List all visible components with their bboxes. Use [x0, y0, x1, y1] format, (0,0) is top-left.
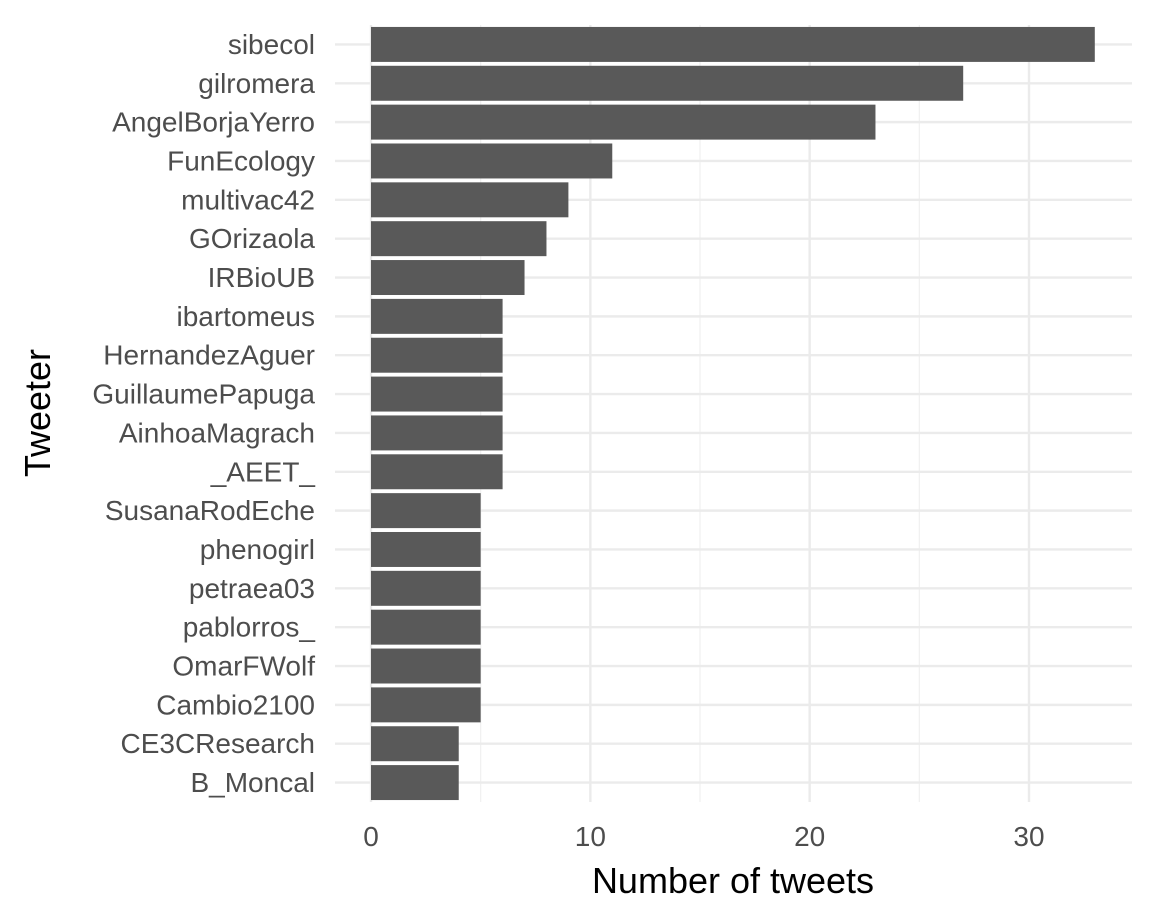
bar-FunEcology [371, 143, 613, 179]
y-tick-label: petraea03 [189, 573, 315, 604]
x-tick-label: 10 [575, 821, 606, 852]
y-tick-label: CE3CResearch [120, 728, 315, 759]
bar-Cambio2100 [371, 687, 481, 723]
x-axis-title: Number of tweets [592, 860, 874, 901]
y-tick-label: Cambio2100 [156, 689, 315, 720]
bar-_AEET_ [371, 454, 503, 490]
y-tick-label: phenogirl [200, 534, 315, 565]
bar-AinhoaMagrach [371, 415, 503, 451]
y-tick-label: B_Moncal [190, 767, 315, 798]
y-tick-label: SusanaRodEche [105, 495, 315, 526]
bar-phenogirl [371, 531, 481, 567]
bar-pablorros_ [371, 609, 481, 645]
y-tick-label: AngelBorjaYerro [112, 107, 315, 138]
bar-B_Moncal [371, 765, 459, 801]
y-tick-label: gilromera [198, 68, 315, 99]
y-tick-label: OmarFWolf [172, 651, 315, 682]
bar-CE3CResearch [371, 726, 459, 762]
x-tick-label: 20 [794, 821, 825, 852]
bar-sibecol [371, 26, 1095, 62]
y-axis-title: Tweeter [17, 349, 58, 477]
y-tick-label: IRBioUB [208, 262, 315, 293]
x-tick-label: 30 [1013, 821, 1044, 852]
y-tick-label: multivac42 [181, 184, 315, 215]
y-tick-label: AinhoaMagrach [119, 417, 315, 448]
bars [371, 26, 1095, 801]
bar-AngelBorjaYerro [371, 104, 876, 140]
bar-SusanaRodEche [371, 493, 481, 529]
bar-IRBioUB [371, 260, 525, 296]
y-tick-label: pablorros_ [183, 612, 316, 643]
bar-gilromera [371, 65, 964, 101]
bar-GuillaumePapuga [371, 376, 503, 412]
y-tick-label: ibartomeus [176, 301, 315, 332]
y-tick-label: sibecol [228, 29, 315, 60]
y-tick-label: GuillaumePapuga [92, 379, 315, 410]
bar-OmarFWolf [371, 648, 481, 684]
y-tick-label: GOrizaola [189, 223, 315, 254]
bar-multivac42 [371, 182, 569, 218]
y-tick-labels: sibecol gilromera AngelBorjaYerro FunEcolog… [92, 29, 315, 798]
x-tick-label: 0 [363, 821, 379, 852]
x-tick-labels: 0 10 20 30 [363, 821, 1044, 852]
bar-petraea03 [371, 570, 481, 606]
bar-ibartomeus [371, 298, 503, 334]
bar-HernandezAguer [371, 337, 503, 373]
y-tick-label: HernandezAguer [103, 340, 315, 371]
bar-GOrizaola [371, 221, 547, 257]
y-tick-label: _AEET_ [210, 456, 316, 487]
y-tick-label: FunEcology [167, 145, 315, 176]
